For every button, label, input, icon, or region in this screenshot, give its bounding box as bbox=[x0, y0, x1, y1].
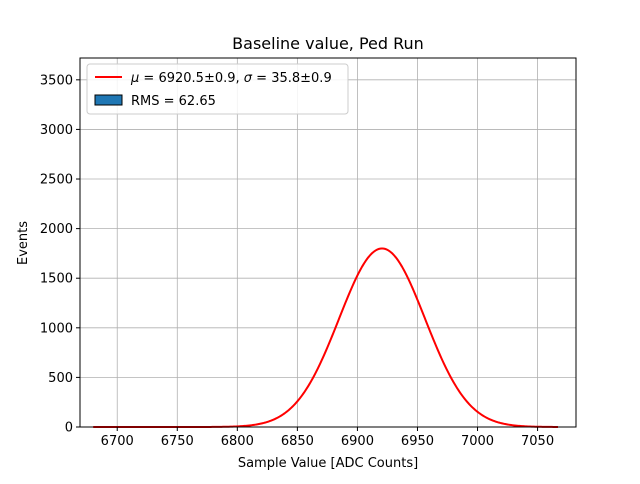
legend-mu-value: 6920.5±0.9 bbox=[158, 71, 235, 86]
x-tick-label: 7000 bbox=[461, 434, 494, 449]
legend-histogram-label: RMS = 62.65 bbox=[131, 94, 216, 109]
x-tick-label: 6900 bbox=[341, 434, 374, 449]
x-tick-label: 6800 bbox=[221, 434, 254, 449]
x-axis-label: Sample Value [ADC Counts] bbox=[238, 456, 418, 471]
x-tick-label: 6950 bbox=[401, 434, 434, 449]
plot-frame bbox=[79, 57, 577, 428]
legend-histogram-swatch bbox=[94, 94, 123, 106]
legend: μ = 6920.5±0.9, σ = 35.8±0.9 RMS = 62.65 bbox=[86, 63, 349, 115]
y-tick-label: 3000 bbox=[40, 123, 73, 138]
x-tick-label: 6850 bbox=[281, 434, 314, 449]
y-tick-label: 0 bbox=[65, 421, 73, 436]
y-tick-label: 1000 bbox=[40, 321, 73, 336]
x-tick-label: 6700 bbox=[101, 434, 134, 449]
y-tick-label: 1500 bbox=[40, 272, 73, 287]
chart-title: Baseline value, Ped Run bbox=[232, 34, 424, 53]
legend-fit-label: μ = 6920.5±0.9, σ = 35.8±0.9 bbox=[130, 71, 332, 86]
y-tick-label: 3500 bbox=[40, 73, 73, 88]
legend-sigma-value: 35.8±0.9 bbox=[271, 71, 332, 86]
x-tick-label: 6750 bbox=[161, 434, 194, 449]
x-axis: 6700 6750 6800 6850 6900 6950 7000 7050 bbox=[101, 427, 554, 449]
y-axis-label: Events bbox=[16, 221, 31, 265]
y-tick-label: 2000 bbox=[40, 222, 73, 237]
y-tick-label: 500 bbox=[48, 371, 73, 386]
legend-box bbox=[86, 63, 349, 115]
y-tick-label: 2500 bbox=[40, 173, 73, 188]
y-axis: 0 500 1000 1500 2000 2500 3000 3500 bbox=[40, 73, 80, 436]
x-tick-label: 7050 bbox=[521, 434, 554, 449]
